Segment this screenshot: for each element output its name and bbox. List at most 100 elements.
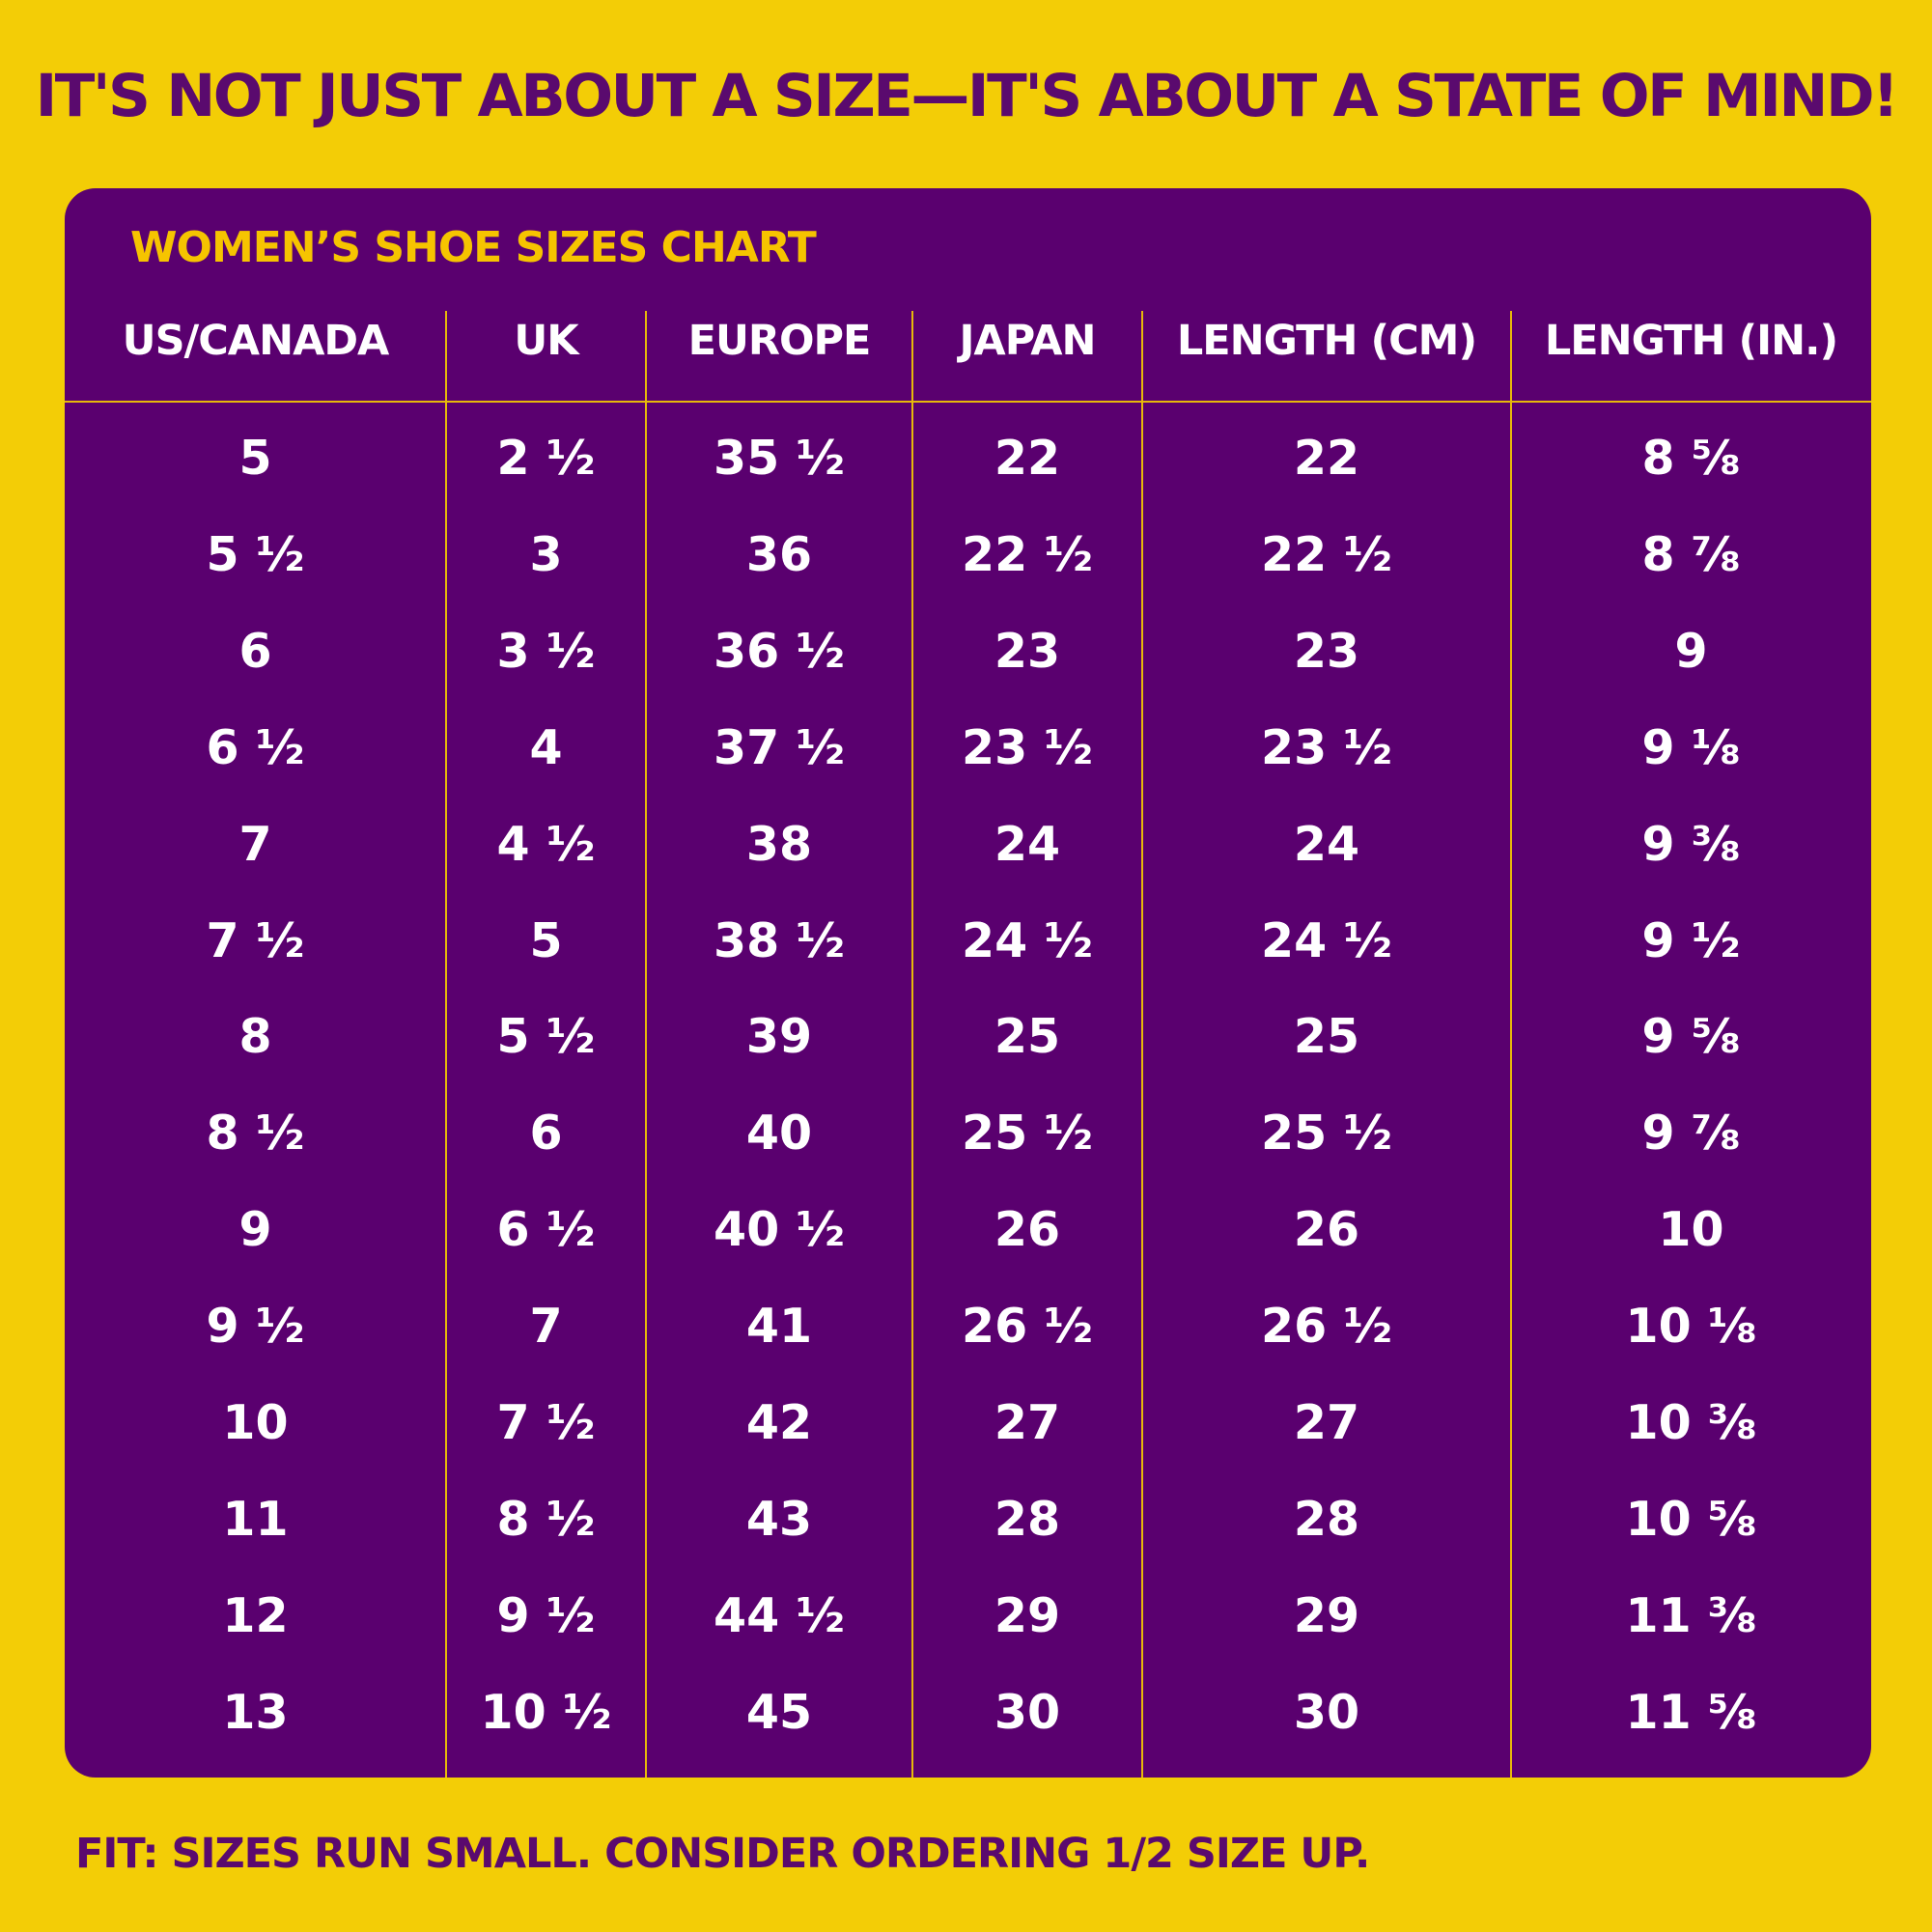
table-cell-length-in: 9 ⅝ [1641, 1009, 1741, 1064]
table-cell-length-in: 9 ⅛ [1641, 720, 1741, 775]
table-cell-length-cm: 30 [1293, 1685, 1360, 1740]
table-cell-europe: 44 ½ [714, 1588, 845, 1643]
table-cell-us-canada: 13 [222, 1685, 289, 1740]
table-cell-length-in: 11 ⅝ [1625, 1685, 1757, 1740]
table-cell-europe: 40 ½ [714, 1202, 845, 1257]
table-cell-length-cm: 27 [1293, 1395, 1360, 1450]
table-cell-japan: 25 ½ [962, 1106, 1093, 1161]
table-cell-us-canada: 9 ½ [206, 1299, 305, 1354]
column-header-uk: UK [514, 317, 578, 365]
table-cell-japan: 27 [994, 1395, 1061, 1450]
table-cell-japan: 22 [994, 431, 1061, 486]
column-divider [645, 311, 647, 1778]
table-cell-length-cm: 26 [1293, 1202, 1360, 1257]
table-cell-europe: 38 ½ [714, 913, 845, 968]
table-cell-uk: 3 [529, 527, 563, 582]
table-cell-europe: 38 [745, 817, 813, 872]
column-header-length-cm: LENGTH (CM) [1176, 317, 1477, 365]
column-header-europe: EUROPE [687, 317, 872, 365]
table-cell-length-cm: 24 [1293, 817, 1360, 872]
table-cell-us-canada: 6 [238, 624, 272, 679]
column-divider [1141, 311, 1143, 1778]
table-cell-europe: 36 [745, 527, 813, 582]
table-cell-japan: 24 ½ [962, 913, 1093, 968]
table-cell-length-cm: 26 ½ [1261, 1299, 1392, 1354]
column-header-us-canada: US/CANADA [122, 317, 390, 365]
table-cell-europe: 45 [745, 1685, 813, 1740]
table-cell-uk: 9 ½ [496, 1588, 596, 1643]
table-cell-uk: 5 ½ [496, 1009, 596, 1064]
table-cell-length-cm: 22 ½ [1261, 527, 1392, 582]
fit-note: FIT: SIZES RUN SMALL. CONSIDER ORDERING … [75, 1830, 1370, 1878]
table-cell-uk: 3 ½ [496, 624, 596, 679]
column-divider [911, 311, 913, 1778]
table-cell-uk: 6 ½ [496, 1202, 596, 1257]
table-cell-length-cm: 29 [1293, 1588, 1360, 1643]
header-divider [65, 401, 1871, 403]
table-cell-japan: 23 ½ [962, 720, 1093, 775]
table-cell-japan: 25 [994, 1009, 1061, 1064]
table-cell-japan: 22 ½ [962, 527, 1093, 582]
table-cell-length-cm: 25 ½ [1261, 1106, 1392, 1161]
column-divider [445, 311, 447, 1778]
headline: IT'S NOT JUST ABOUT A SIZE—IT'S ABOUT A … [35, 62, 1899, 130]
table-cell-us-canada: 8 ½ [206, 1106, 305, 1161]
table-cell-japan: 30 [994, 1685, 1061, 1740]
column-divider [1510, 311, 1512, 1778]
table-cell-us-canada: 9 [238, 1202, 272, 1257]
table-cell-length-cm: 23 [1293, 624, 1360, 679]
table-cell-length-in: 10 [1658, 1202, 1724, 1257]
column-header-japan: JAPAN [959, 317, 1096, 365]
table-cell-uk: 6 [529, 1106, 563, 1161]
table-cell-us-canada: 7 ½ [206, 913, 305, 968]
table-cell-length-in: 10 ⅜ [1625, 1395, 1757, 1450]
table-cell-length-in: 11 ⅜ [1625, 1588, 1757, 1643]
table-cell-length-in: 8 ⅞ [1641, 527, 1741, 582]
table-cell-japan: 28 [994, 1492, 1061, 1547]
table-cell-europe: 41 [745, 1299, 813, 1354]
table-cell-us-canada: 5 ½ [206, 527, 305, 582]
table-cell-uk: 7 [529, 1299, 563, 1354]
table-cell-length-in: 9 ½ [1641, 913, 1741, 968]
table-cell-europe: 40 [745, 1106, 813, 1161]
table-cell-us-canada: 6 ½ [206, 720, 305, 775]
table-cell-length-cm: 25 [1293, 1009, 1360, 1064]
table-cell-japan: 26 ½ [962, 1299, 1093, 1354]
table-cell-us-canada: 8 [238, 1009, 272, 1064]
table-cell-length-cm: 28 [1293, 1492, 1360, 1547]
table-cell-uk: 4 [529, 720, 563, 775]
table-cell-uk: 7 ½ [496, 1395, 596, 1450]
table-cell-length-in: 8 ⅝ [1641, 431, 1741, 486]
table-cell-japan: 29 [994, 1588, 1061, 1643]
chart-title: WOMEN’S SHOE SIZES CHART [130, 223, 817, 272]
table-cell-us-canada: 10 [222, 1395, 289, 1450]
table-cell-us-canada: 5 [238, 431, 272, 486]
column-header-length-in: LENGTH (IN.) [1544, 317, 1838, 365]
table-cell-us-canada: 7 [238, 817, 272, 872]
table-cell-europe: 39 [745, 1009, 813, 1064]
table-cell-us-canada: 12 [222, 1588, 289, 1643]
table-cell-europe: 35 ½ [714, 431, 845, 486]
table-cell-length-in: 9 ⅜ [1641, 817, 1741, 872]
table-cell-europe: 43 [745, 1492, 813, 1547]
table-cell-us-canada: 11 [222, 1492, 289, 1547]
table-cell-uk: 5 [529, 913, 563, 968]
table-cell-length-cm: 23 ½ [1261, 720, 1392, 775]
table-cell-length-cm: 24 ½ [1261, 913, 1392, 968]
table-cell-japan: 24 [994, 817, 1061, 872]
table-cell-length-in: 10 ⅝ [1625, 1492, 1757, 1547]
table-cell-length-in: 9 [1674, 624, 1708, 679]
table-cell-uk: 4 ½ [496, 817, 596, 872]
table-cell-japan: 26 [994, 1202, 1061, 1257]
table-cell-europe: 42 [745, 1395, 813, 1450]
size-chart-panel: WOMEN’S SHOE SIZES CHART US/CANADA UK EURO… [65, 188, 1871, 1778]
table-cell-europe: 36 ½ [714, 624, 845, 679]
table-cell-japan: 23 [994, 624, 1061, 679]
table-cell-europe: 37 ½ [714, 720, 845, 775]
table-cell-uk: 2 ½ [496, 431, 596, 486]
table-cell-uk: 8 ½ [496, 1492, 596, 1547]
table-cell-length-cm: 22 [1293, 431, 1360, 486]
table-cell-uk: 10 ½ [480, 1685, 612, 1740]
table-cell-length-in: 9 ⅞ [1641, 1106, 1741, 1161]
table-cell-length-in: 10 ⅛ [1625, 1299, 1757, 1354]
